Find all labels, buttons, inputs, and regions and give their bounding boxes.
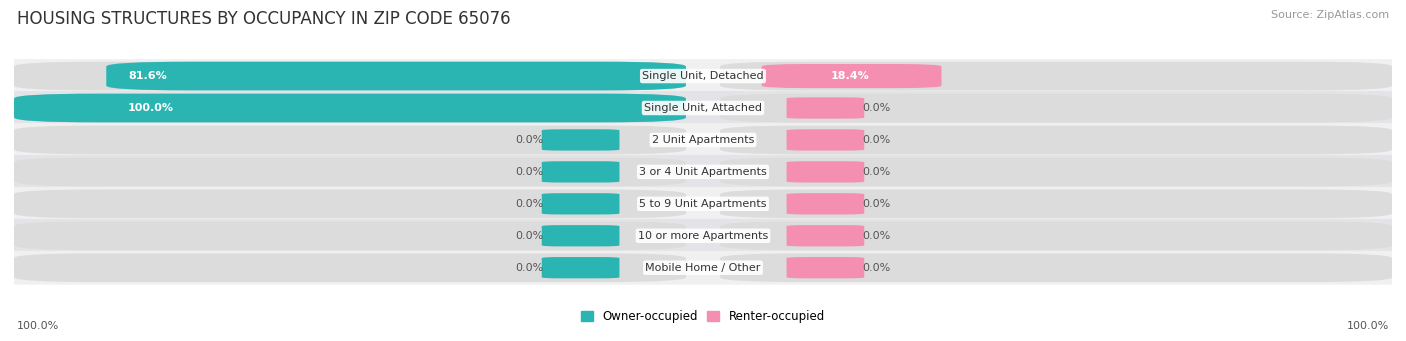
- Text: 100.0%: 100.0%: [128, 103, 174, 113]
- FancyBboxPatch shape: [720, 94, 1392, 122]
- FancyBboxPatch shape: [786, 129, 865, 151]
- Text: Single Unit, Detached: Single Unit, Detached: [643, 71, 763, 81]
- Text: Source: ZipAtlas.com: Source: ZipAtlas.com: [1271, 10, 1389, 20]
- Legend: Owner-occupied, Renter-occupied: Owner-occupied, Renter-occupied: [576, 305, 830, 328]
- Text: 5 to 9 Unit Apartments: 5 to 9 Unit Apartments: [640, 199, 766, 209]
- FancyBboxPatch shape: [0, 187, 1406, 221]
- Text: 0.0%: 0.0%: [862, 231, 890, 241]
- FancyBboxPatch shape: [14, 125, 686, 154]
- Text: 81.6%: 81.6%: [128, 71, 167, 81]
- Text: 100.0%: 100.0%: [17, 321, 59, 331]
- FancyBboxPatch shape: [541, 161, 620, 182]
- FancyBboxPatch shape: [541, 193, 620, 214]
- FancyBboxPatch shape: [0, 91, 1406, 125]
- FancyBboxPatch shape: [14, 190, 686, 218]
- FancyBboxPatch shape: [14, 221, 686, 250]
- Text: 0.0%: 0.0%: [516, 199, 544, 209]
- FancyBboxPatch shape: [762, 64, 942, 88]
- FancyBboxPatch shape: [786, 161, 865, 182]
- Text: 0.0%: 0.0%: [516, 263, 544, 273]
- FancyBboxPatch shape: [14, 94, 686, 122]
- Text: 0.0%: 0.0%: [862, 135, 890, 145]
- FancyBboxPatch shape: [541, 257, 620, 278]
- FancyBboxPatch shape: [720, 125, 1392, 154]
- Text: 10 or more Apartments: 10 or more Apartments: [638, 231, 768, 241]
- Text: Single Unit, Attached: Single Unit, Attached: [644, 103, 762, 113]
- FancyBboxPatch shape: [0, 251, 1406, 285]
- Text: 100.0%: 100.0%: [1347, 321, 1389, 331]
- FancyBboxPatch shape: [14, 62, 686, 90]
- FancyBboxPatch shape: [541, 129, 620, 151]
- Text: 2 Unit Apartments: 2 Unit Apartments: [652, 135, 754, 145]
- FancyBboxPatch shape: [720, 158, 1392, 186]
- FancyBboxPatch shape: [14, 158, 686, 186]
- FancyBboxPatch shape: [786, 97, 865, 119]
- Text: 0.0%: 0.0%: [862, 167, 890, 177]
- FancyBboxPatch shape: [14, 94, 686, 122]
- Text: HOUSING STRUCTURES BY OCCUPANCY IN ZIP CODE 65076: HOUSING STRUCTURES BY OCCUPANCY IN ZIP C…: [17, 10, 510, 28]
- FancyBboxPatch shape: [541, 225, 620, 247]
- FancyBboxPatch shape: [786, 225, 865, 247]
- Text: 0.0%: 0.0%: [862, 103, 890, 113]
- FancyBboxPatch shape: [14, 253, 686, 282]
- FancyBboxPatch shape: [786, 193, 865, 214]
- Text: 0.0%: 0.0%: [862, 199, 890, 209]
- Text: 0.0%: 0.0%: [516, 231, 544, 241]
- FancyBboxPatch shape: [0, 59, 1406, 93]
- FancyBboxPatch shape: [720, 62, 1392, 90]
- FancyBboxPatch shape: [0, 219, 1406, 253]
- FancyBboxPatch shape: [107, 62, 686, 90]
- Text: Mobile Home / Other: Mobile Home / Other: [645, 263, 761, 273]
- FancyBboxPatch shape: [720, 253, 1392, 282]
- Text: 0.0%: 0.0%: [516, 135, 544, 145]
- Text: 3 or 4 Unit Apartments: 3 or 4 Unit Apartments: [640, 167, 766, 177]
- FancyBboxPatch shape: [0, 123, 1406, 157]
- FancyBboxPatch shape: [0, 155, 1406, 189]
- FancyBboxPatch shape: [720, 221, 1392, 250]
- Text: 0.0%: 0.0%: [516, 167, 544, 177]
- Text: 18.4%: 18.4%: [831, 71, 869, 81]
- FancyBboxPatch shape: [720, 190, 1392, 218]
- Text: 0.0%: 0.0%: [862, 263, 890, 273]
- FancyBboxPatch shape: [786, 257, 865, 278]
